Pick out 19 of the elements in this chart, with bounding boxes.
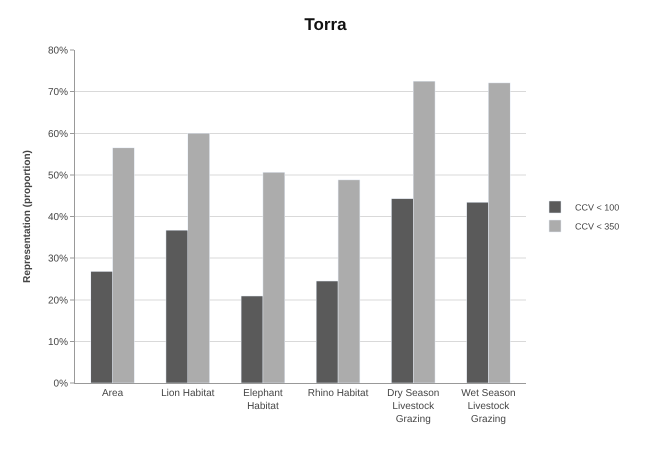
x-tick-label: Area (102, 388, 124, 399)
y-tick-label: 50% (48, 170, 68, 182)
y-tick-label: 10% (48, 336, 68, 348)
y-tick-label: 20% (48, 295, 68, 306)
x-tick-label: Wet Season Livestock Grazing (461, 388, 516, 425)
legend-label: CCV < 100 (575, 202, 620, 213)
legend-label: CCV < 350 (575, 222, 620, 232)
y-tick-label: 30% (48, 254, 68, 265)
y-tick-label: 40% (48, 212, 68, 223)
y-tick-label: 80% (48, 46, 68, 56)
y-tick-label: 0% (54, 378, 68, 390)
x-tick-label: Lion Habitat (161, 388, 215, 399)
chart-title: Torra (304, 15, 348, 34)
y-tick-label: 70% (48, 87, 68, 98)
y-axis-title: Representation (proportion) (22, 150, 33, 283)
x-tick-label: Rhino Habitat (308, 388, 369, 399)
y-tick-label: 60% (48, 128, 68, 140)
x-tick-label: Dry Season Livestock Grazing (387, 388, 440, 425)
x-tick-label: Elephant Habitat (243, 388, 283, 412)
